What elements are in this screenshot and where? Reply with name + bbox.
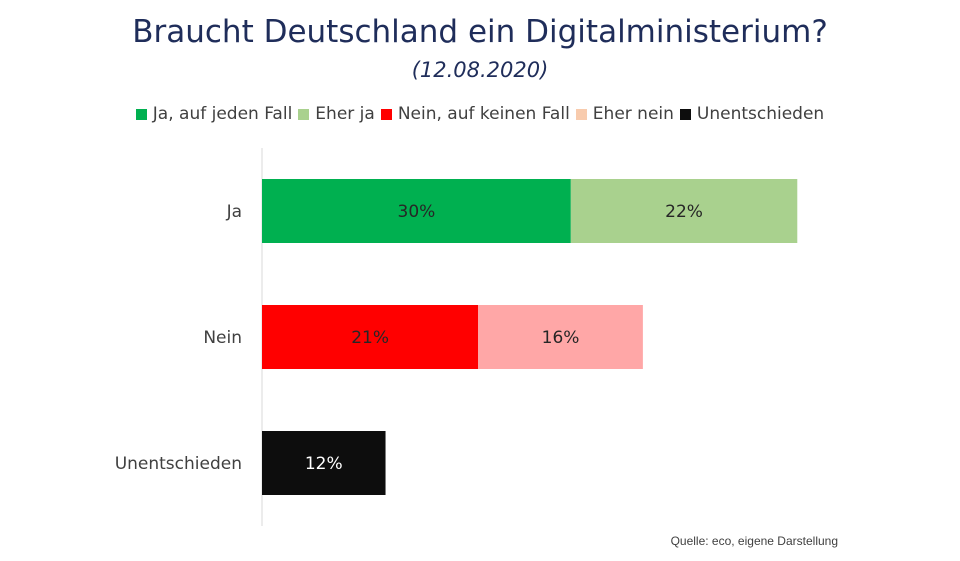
bar-segment	[262, 305, 479, 369]
legend-label: Ja, auf jeden Fall	[152, 104, 293, 124]
source-note: Quelle: eco, eigene Darstellung	[670, 534, 838, 548]
legend-swatch	[679, 108, 691, 120]
legend-label: Eher ja	[315, 104, 375, 124]
legend-item: Nein, auf keinen Fall	[380, 104, 570, 124]
legend-label: Nein, auf keinen Fall	[397, 104, 570, 124]
data-label: 30%	[398, 202, 436, 222]
data-label: 12%	[305, 454, 343, 474]
legend-item: Eher ja	[298, 104, 375, 124]
chart-legend: Ja, auf jeden Fall Eher ja Nein, auf keine…	[0, 104, 960, 124]
data-label: 22%	[665, 202, 703, 222]
legend-swatch	[575, 108, 587, 120]
category-label: Unentschieden	[115, 454, 242, 474]
category-label: Nein	[203, 328, 242, 348]
legend-item: Eher nein	[575, 104, 674, 124]
legend-swatch	[380, 108, 392, 120]
chart-subtitle: (12.08.2020)	[411, 58, 549, 82]
data-label: 21%	[351, 328, 389, 348]
bar-segment	[478, 305, 643, 369]
legend-swatch	[135, 108, 147, 120]
legend-label: Unentschieden	[696, 104, 825, 124]
bar-segment	[262, 179, 571, 243]
bar-segment	[570, 179, 798, 243]
legend-label: Eher nein	[592, 104, 674, 124]
bar-segment	[262, 431, 386, 495]
legend-item: Unentschieden	[679, 104, 825, 124]
chart-title: Braucht Deutschland ein Digitalministeri…	[132, 14, 828, 50]
category-label: Ja	[226, 202, 242, 222]
legend-swatch	[298, 108, 310, 120]
data-label: 16%	[542, 328, 580, 348]
legend-item: Ja, auf jeden Fall	[135, 104, 293, 124]
